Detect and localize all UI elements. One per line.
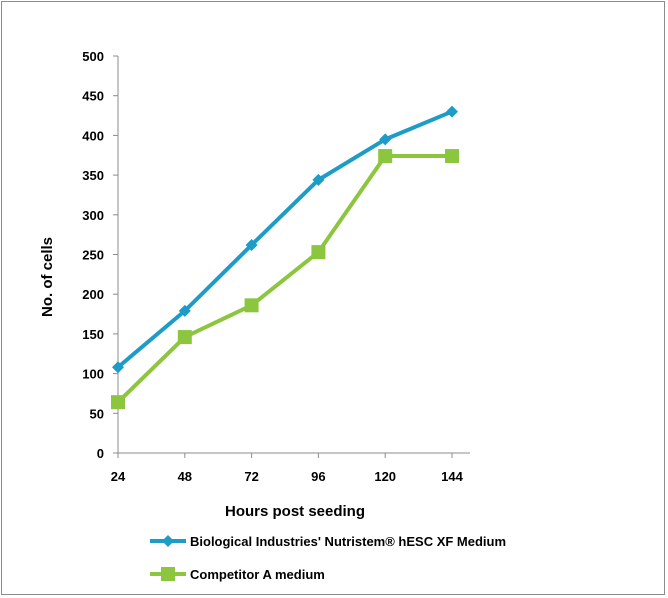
x-axis-title: Hours post seeding [225,503,365,520]
data-point-diamond [245,238,258,251]
data-point-square [311,245,326,260]
y-tick-label: 450 [82,89,104,104]
y-tick-label: 200 [82,287,104,302]
y-axis-title: No. of cells [39,237,56,317]
y-tick-label: 500 [82,49,104,64]
data-point-diamond [178,304,191,317]
y-tick-label: 300 [82,208,104,223]
data-point-square [111,395,125,410]
x-tick-label: 144 [441,469,463,484]
y-tick-labels: 0 50 100 150 200 250 300 350 400 450 500 [82,49,118,461]
x-tick-labels: 24 48 72 96 120 144 [111,453,464,484]
y-tick-label: 0 [97,446,104,461]
data-point-square [177,330,192,345]
series-2 [111,149,459,410]
data-point-diamond [112,361,124,374]
legend-marker-series-2 [161,567,175,581]
series-line-1 [116,109,453,369]
legend-item-series-1: Biological Industries' Nutristem® hESC X… [150,534,506,549]
data-point-square [445,149,459,164]
y-tick-label: 50 [90,406,104,421]
series-layer [111,105,459,410]
y-tick-label: 400 [82,128,104,143]
data-point-square [378,149,393,164]
x-tick-label: 120 [374,469,396,484]
legend-item-series-2: Competitor A medium [150,567,325,582]
series-1 [112,105,458,374]
data-point-diamond [312,173,325,186]
x-tick-label: 72 [244,469,258,484]
y-tick-label: 250 [82,248,104,263]
x-tick-label: 24 [111,469,126,484]
data-point-square [244,298,259,313]
axes [117,56,470,454]
y-tick-label: 150 [82,327,104,342]
legend-label-series-1: Biological Industries' Nutristem® hESC X… [190,534,506,549]
x-tick-label: 48 [178,469,192,484]
legend-label-series-2: Competitor A medium [190,567,325,582]
data-point-diamond [379,133,392,146]
legend-marker-series-1 [162,535,174,547]
series-line-2 [116,154,452,404]
y-tick-label: 100 [82,367,104,382]
legend: Biological Industries' Nutristem® hESC X… [150,534,506,582]
data-point-diamond [446,105,458,118]
x-tick-label: 96 [311,469,325,484]
y-tick-label: 350 [82,168,104,183]
